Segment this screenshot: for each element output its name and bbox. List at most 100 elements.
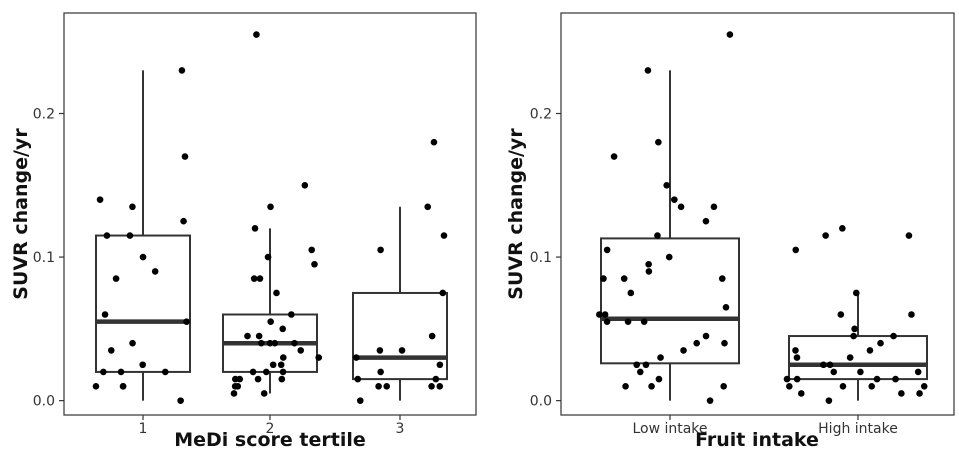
data-point <box>624 318 632 325</box>
data-point <box>797 390 805 397</box>
data-point <box>850 332 857 340</box>
data-point <box>230 390 238 397</box>
data-point <box>178 67 186 74</box>
data-point <box>267 318 274 325</box>
data-point <box>822 232 829 239</box>
data-point <box>890 332 897 340</box>
data-point <box>439 289 447 297</box>
data-point <box>601 311 609 318</box>
data-point <box>920 382 928 390</box>
data-point <box>264 253 272 261</box>
y-axis-ticks: 0.0 0.1 0.2 <box>33 107 64 410</box>
data-point <box>645 260 652 268</box>
data-point <box>100 368 107 376</box>
data-point <box>914 368 922 376</box>
data-point <box>826 361 834 369</box>
data-point <box>866 347 874 354</box>
data-point <box>640 318 648 325</box>
data-point <box>256 275 264 282</box>
x-tick-label: Low intake <box>632 421 707 437</box>
box-iqr <box>352 291 448 381</box>
medi-tertile-boxplot: 0.0 0.1 0.2 1 2 3 MeDi score tertile SUVR ch… <box>10 12 477 451</box>
data-point <box>645 268 653 275</box>
data-point <box>825 397 833 404</box>
data-point <box>139 361 147 369</box>
data-point <box>255 332 263 340</box>
data-point <box>356 397 364 404</box>
data-point <box>430 138 438 146</box>
data-point <box>820 361 827 369</box>
data-point <box>424 203 432 211</box>
point-layer <box>92 31 448 404</box>
data-point <box>301 181 309 189</box>
data-point <box>279 368 287 376</box>
data-point <box>273 289 280 297</box>
data-point <box>654 232 661 239</box>
data-point <box>620 275 628 282</box>
data-point <box>277 361 285 369</box>
x-axis-title: Fruit intake <box>695 429 819 451</box>
data-point <box>610 153 618 160</box>
data-point <box>636 368 644 376</box>
data-point <box>702 217 710 225</box>
data-point <box>852 289 860 297</box>
data-point <box>830 368 838 376</box>
x-axis-ticks: 1 2 3 <box>139 415 405 437</box>
data-point <box>432 375 440 383</box>
data-point <box>231 382 239 390</box>
data-point <box>793 375 801 383</box>
y-tick-label: 0.1 <box>33 250 55 266</box>
data-point <box>622 382 629 390</box>
data-point <box>279 325 287 333</box>
panel-frame <box>63 12 477 416</box>
data-point <box>665 253 673 261</box>
y-tick-label: 0.2 <box>33 107 55 123</box>
y-tick-label: 0.0 <box>33 394 55 410</box>
data-point <box>107 347 115 354</box>
data-point <box>103 232 111 239</box>
data-point <box>655 138 662 146</box>
data-point <box>354 375 362 383</box>
data-point <box>793 354 801 361</box>
data-point <box>377 368 384 376</box>
data-point <box>857 368 864 376</box>
data-point <box>398 347 406 354</box>
data-point <box>262 368 270 376</box>
data-point <box>837 311 845 318</box>
data-point <box>726 31 734 38</box>
data-point <box>278 375 286 383</box>
data-point <box>129 339 136 347</box>
data-point <box>905 232 913 239</box>
data-point <box>267 203 274 211</box>
data-point <box>352 354 360 361</box>
data-point <box>129 203 136 211</box>
data-point <box>180 217 187 225</box>
data-point <box>161 368 169 376</box>
data-point <box>183 318 190 325</box>
data-point <box>288 311 295 318</box>
data-point <box>627 289 635 297</box>
data-point <box>846 354 854 361</box>
data-point <box>596 311 603 318</box>
data-point <box>139 253 147 261</box>
data-point <box>266 339 274 347</box>
data-point <box>720 382 727 390</box>
data-point <box>851 325 858 333</box>
data-point <box>291 339 298 347</box>
data-point <box>721 339 728 347</box>
data-point <box>151 268 159 275</box>
data-point <box>311 260 318 268</box>
data-point <box>297 347 305 354</box>
data-point <box>868 382 876 390</box>
x-tick-label: 1 <box>139 421 148 437</box>
y-tick-label: 0.2 <box>530 107 552 123</box>
data-point <box>440 232 448 239</box>
data-point <box>633 361 641 369</box>
x-tick-label: 3 <box>396 421 405 437</box>
data-point <box>898 390 905 397</box>
x-tick-label: High intake <box>818 421 898 437</box>
data-point <box>644 67 652 74</box>
panel-frame <box>560 12 955 416</box>
data-point <box>257 339 265 347</box>
